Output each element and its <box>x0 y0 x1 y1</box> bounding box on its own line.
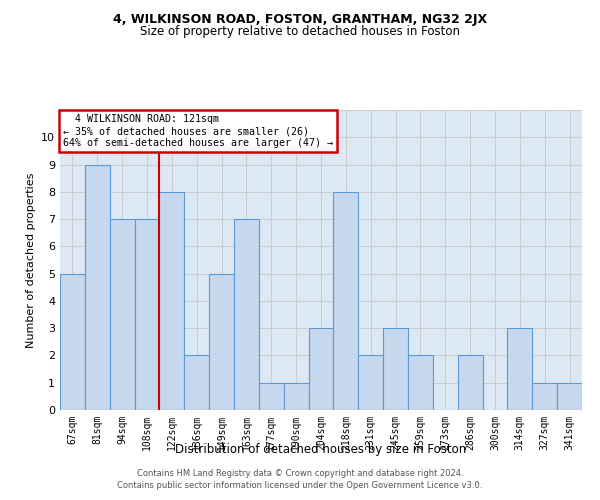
Bar <box>334 192 358 410</box>
Bar <box>532 382 557 410</box>
Bar <box>358 356 383 410</box>
Text: 4, WILKINSON ROAD, FOSTON, GRANTHAM, NG32 2JX: 4, WILKINSON ROAD, FOSTON, GRANTHAM, NG3… <box>113 12 487 26</box>
Bar <box>458 356 482 410</box>
Bar <box>209 274 234 410</box>
Text: 4 WILKINSON ROAD: 121sqm  
← 35% of detached houses are smaller (26)
64% of semi: 4 WILKINSON ROAD: 121sqm ← 35% of detach… <box>62 114 332 148</box>
Y-axis label: Number of detached properties: Number of detached properties <box>26 172 35 348</box>
Text: Contains HM Land Registry data © Crown copyright and database right 2024.: Contains HM Land Registry data © Crown c… <box>137 468 463 477</box>
Bar <box>259 382 284 410</box>
Bar <box>308 328 334 410</box>
Text: Size of property relative to detached houses in Foston: Size of property relative to detached ho… <box>140 25 460 38</box>
Text: Contains public sector information licensed under the Open Government Licence v3: Contains public sector information licen… <box>118 481 482 490</box>
Bar <box>408 356 433 410</box>
Bar <box>160 192 184 410</box>
Bar <box>184 356 209 410</box>
Bar <box>85 164 110 410</box>
Bar <box>60 274 85 410</box>
Bar <box>284 382 308 410</box>
Text: Distribution of detached houses by size in Foston: Distribution of detached houses by size … <box>175 442 467 456</box>
Bar <box>508 328 532 410</box>
Bar <box>383 328 408 410</box>
Bar <box>134 219 160 410</box>
Bar <box>110 219 134 410</box>
Bar <box>557 382 582 410</box>
Bar <box>234 219 259 410</box>
